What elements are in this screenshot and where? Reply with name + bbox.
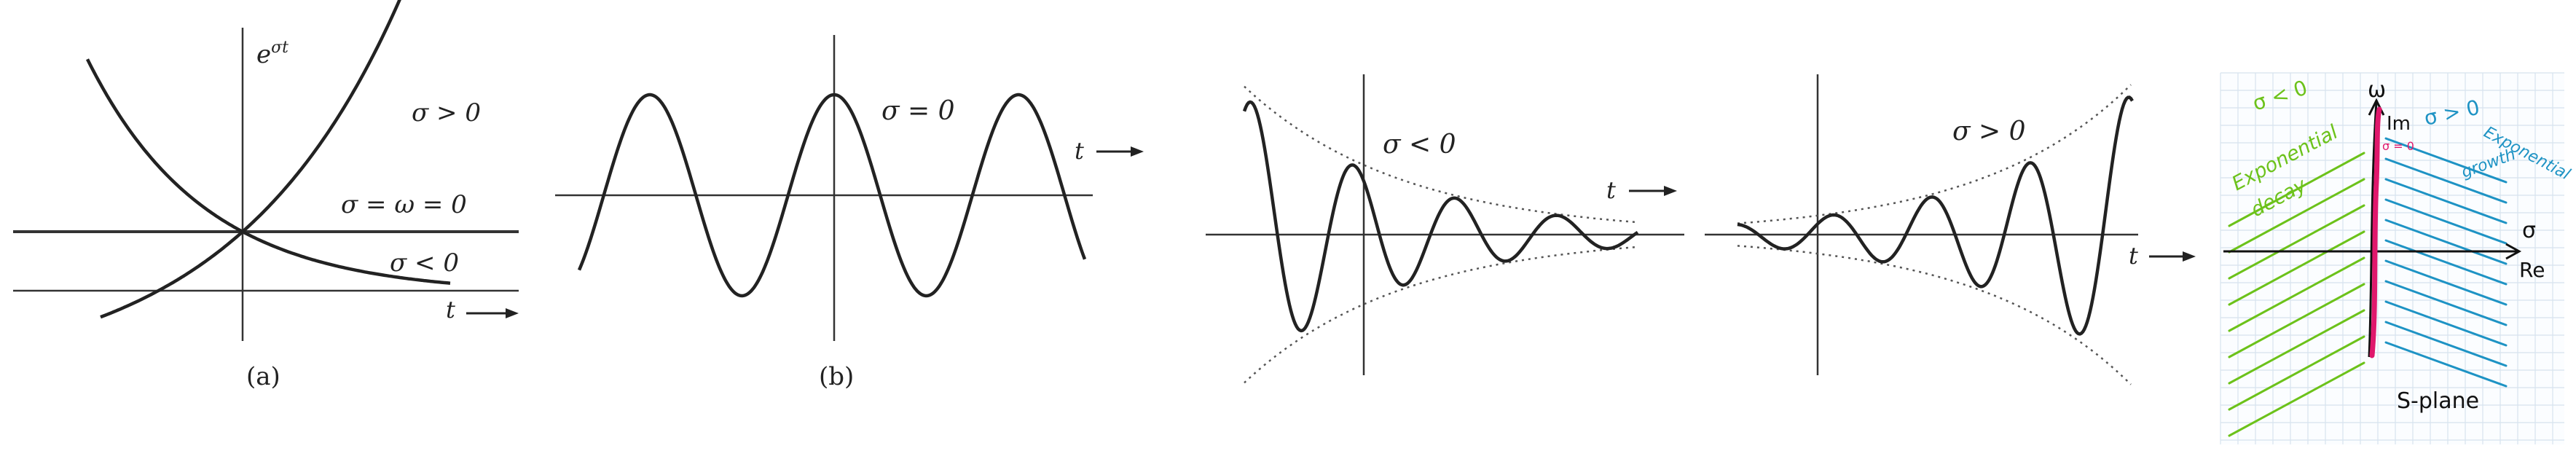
- panel-c: σ < 0 t: [1206, 74, 1684, 384]
- growth-hatch-line: [2384, 157, 2508, 204]
- panel-b-sigma-label: σ = 0: [881, 96, 955, 126]
- decay-hatch-line: [2228, 178, 2365, 254]
- decay-hatch-line: [2228, 230, 2365, 306]
- axis-sigma-note: σ = 0: [2382, 139, 2414, 153]
- panel-d: σ > 0 t: [1705, 74, 2196, 385]
- panel-b-caption: (b): [819, 362, 854, 391]
- decay-hatch-line: [2228, 283, 2365, 358]
- growth-region-hatching: [2384, 137, 2508, 388]
- decay-hatch-line: [2228, 204, 2365, 280]
- panel-d-growing-wave: [1737, 95, 2134, 336]
- panel-d-upper-envelope: [1737, 84, 2132, 224]
- growth-hatch-line: [2384, 280, 2508, 326]
- panel-a-exp-label: eσt: [256, 39, 288, 69]
- panel-d-sigma-label: σ > 0: [1952, 117, 2026, 146]
- growth-hatch-line: [2384, 198, 2508, 245]
- growth-hatch-line: [2384, 178, 2508, 224]
- decay-region-hatching: [2228, 152, 2365, 437]
- growth-hatch-line: [2384, 341, 2508, 388]
- decay-hatch-line: [2228, 309, 2365, 385]
- im-label: Im: [2387, 113, 2411, 135]
- panel-c-lower-envelope: [1244, 246, 1638, 384]
- decay-hatch-line: [2228, 361, 2365, 437]
- panel-a-t-arrowhead: [506, 308, 519, 318]
- omega-label: ω: [2368, 77, 2386, 103]
- panel-d-lower-envelope: [1737, 245, 2132, 385]
- panel-c-sigma-label: σ < 0: [1383, 130, 1456, 160]
- growth-hatch-line: [2384, 137, 2508, 184]
- panel-a: eσt σ > 0 σ = ω = 0 σ < 0 t (a): [13, 0, 519, 391]
- sigma-axis-label: σ: [2522, 218, 2536, 243]
- growth-hatch-line: [2384, 219, 2508, 265]
- decay-hatch-line: [2228, 335, 2365, 411]
- panel-a-decay-label: σ < 0: [390, 248, 459, 278]
- s-plane-real-arrowhead: [2505, 243, 2522, 260]
- panel-e: ω Im σ = 0 σ Re σ < 0 Exponential decay …: [2220, 72, 2573, 444]
- panel-a-t-label: t: [446, 296, 455, 323]
- panel-a-caption: (a): [246, 362, 280, 391]
- panel-a-decay-curve: [85, 58, 451, 285]
- growth-hatch-line: [2384, 259, 2508, 306]
- panel-a-growth-curve: [100, 0, 401, 319]
- re-label: Re: [2519, 258, 2545, 282]
- panel-c-t-arrowhead: [1664, 186, 1677, 196]
- decay-hatch-line: [2228, 256, 2365, 332]
- panel-a-growth-label: σ > 0: [412, 98, 481, 128]
- panel-b-sine-wave: [577, 93, 1087, 298]
- growth-hatch-line: [2384, 239, 2508, 286]
- decay-hatch-line: [2228, 152, 2365, 227]
- panel-c-damped-wave: [1242, 100, 1639, 333]
- panel-d-t-label: t: [2129, 242, 2138, 270]
- panel-b-t-label: t: [1075, 137, 1084, 165]
- panel-a-const-label: σ = ω = 0: [341, 190, 467, 219]
- s-plane-imag-axis: [2368, 101, 2378, 358]
- growth-hatch-line: [2384, 321, 2508, 367]
- s-plane-boundary-mark: [2369, 106, 2382, 358]
- panel-d-t-arrowhead: [2183, 251, 2196, 262]
- growth-hatch-line: [2384, 300, 2508, 347]
- s-plane-caption: S-plane: [2397, 388, 2479, 414]
- panel-b: σ = 0 t (b): [555, 35, 1144, 391]
- panel-c-t-label: t: [1606, 176, 1616, 204]
- panel-b-t-arrowhead: [1131, 146, 1144, 157]
